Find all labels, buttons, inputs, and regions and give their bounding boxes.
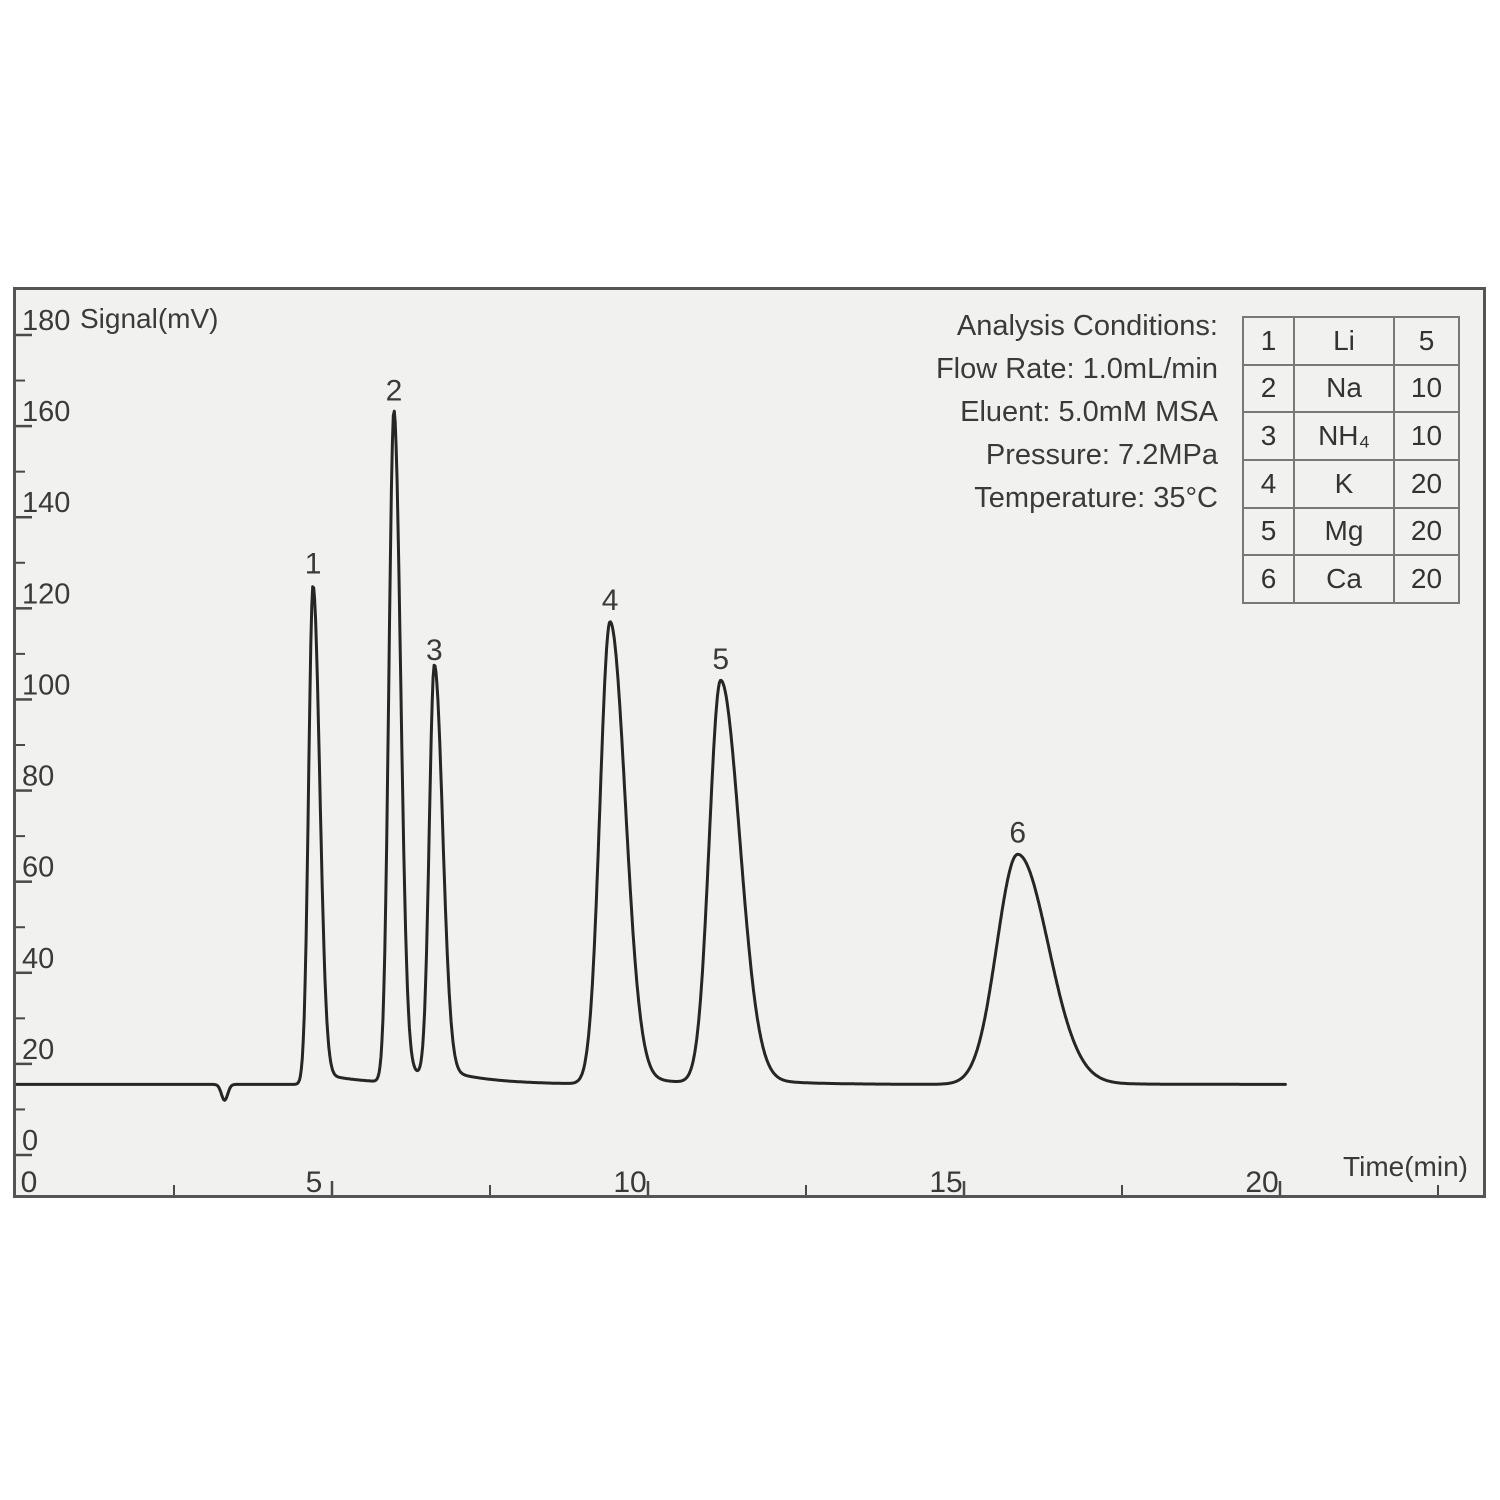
peak-label-1: 1 — [305, 548, 322, 581]
peak-label-5: 5 — [712, 643, 729, 676]
legend-peak-number: 6 — [1242, 554, 1295, 604]
y-tick-label: 180 — [22, 305, 70, 337]
peak-label-3: 3 — [426, 634, 443, 667]
legend-ion: Ca — [1293, 554, 1395, 604]
analysis-conditions-block: Analysis Conditions: Flow Rate: 1.0mL/mi… — [936, 305, 1218, 520]
x-tick-label: 5 — [306, 1166, 323, 1195]
legend-peak-number: 3 — [1242, 411, 1295, 461]
y-axis-title: Signal(mV) — [80, 303, 218, 334]
condition-temperature: Temperature: 35°C — [974, 482, 1218, 514]
legend-row: 1 Li 5 — [1242, 316, 1460, 366]
condition-eluent: Eluent: 5.0mM MSA — [960, 396, 1218, 428]
legend-row: 3 NH₄ 10 — [1242, 411, 1460, 461]
legend-ion: NH₄ — [1293, 411, 1395, 461]
legend-peak-number: 1 — [1242, 316, 1295, 366]
y-tick-label: 60 — [22, 852, 54, 884]
y-tick-label: 120 — [22, 578, 70, 610]
legend-ion: Na — [1293, 363, 1395, 414]
legend-amount: 20 — [1393, 458, 1460, 509]
legend-peak-number: 2 — [1242, 363, 1295, 414]
legend-row: 4 K 20 — [1242, 458, 1460, 509]
peak-label-6: 6 — [1009, 816, 1026, 849]
legend-table: 1 Li 5 2 Na 10 3 NH₄ 10 4 K 20 — [1242, 316, 1460, 604]
legend-amount: 5 — [1393, 316, 1460, 366]
conditions-title: Analysis Conditions: — [956, 310, 1218, 342]
legend-amount: 10 — [1393, 411, 1460, 461]
y-tick-label: 20 — [22, 1034, 54, 1066]
legend-ion: K — [1293, 458, 1395, 509]
legend-ion: Li — [1293, 316, 1395, 366]
y-tick-label: 140 — [22, 487, 70, 519]
chromatogram-panel: 0 20 40 60 80 100 120 140 160 180 0 5 10 15 20 Signal(m… — [13, 287, 1486, 1198]
x-tick-label: 20 — [1245, 1166, 1278, 1195]
peak-label-4: 4 — [602, 584, 619, 617]
y-tick-label: 80 — [22, 761, 54, 793]
legend-ion: Mg — [1293, 506, 1395, 557]
legend-peak-number: 4 — [1242, 458, 1295, 509]
legend-row: 5 Mg 20 — [1242, 506, 1460, 557]
condition-flow-rate: Flow Rate: 1.0mL/min — [935, 353, 1218, 385]
legend-amount: 10 — [1393, 363, 1460, 414]
condition-pressure: Pressure: 7.2MPa — [985, 439, 1218, 471]
legend-row: 2 Na 10 — [1242, 363, 1460, 414]
x-tick-label: 0 — [21, 1166, 38, 1195]
legend-amount: 20 — [1393, 554, 1460, 604]
x-tick-label: 15 — [929, 1166, 962, 1195]
y-tick-label: 160 — [22, 396, 70, 428]
y-tick-label: 40 — [22, 943, 54, 975]
peak-label-2: 2 — [386, 374, 403, 407]
x-tick-label: 10 — [613, 1166, 646, 1195]
legend-peak-number: 5 — [1242, 506, 1295, 557]
y-tick-label: 100 — [22, 669, 70, 701]
x-axis-title: Time(min) — [1343, 1151, 1468, 1182]
legend-row: 6 Ca 20 — [1242, 554, 1460, 604]
chromatogram-trace — [16, 409, 1287, 1102]
legend-amount: 20 — [1393, 506, 1460, 557]
y-tick-label: 0 — [22, 1125, 38, 1157]
